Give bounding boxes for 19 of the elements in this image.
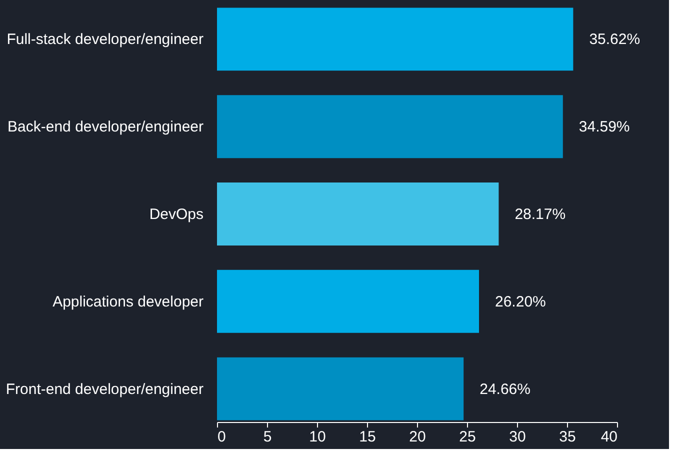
x-tick-label: 25 [459, 428, 476, 446]
data-label: 35.62% [589, 31, 640, 48]
x-tick-label: 0 [218, 428, 226, 446]
y-tick-label: Back-end developer/engineer [8, 118, 204, 136]
data-label: 34.59% [578, 118, 630, 136]
data-label: 24.66% [480, 380, 530, 398]
x-tick-label: 15 [359, 428, 376, 446]
data-label: 26.20% [495, 293, 546, 310]
x-tick-label: 10 [309, 428, 326, 446]
x-tick-label: 20 [409, 428, 426, 446]
y-tick-label: Applications developer [52, 293, 204, 310]
y-tick-label: Full-stack developer/engineer [6, 31, 204, 48]
x-tick-label: 35 [559, 428, 576, 446]
x-tick-label: 40 [600, 428, 618, 446]
y-tick-label: DevOps [149, 206, 204, 223]
data-label: 28.17% [514, 206, 566, 223]
x-tick-label: 5 [263, 428, 272, 446]
y-tick-label: Front-end developer/engineer [6, 380, 204, 398]
x-tick-label: 30 [509, 428, 526, 446]
